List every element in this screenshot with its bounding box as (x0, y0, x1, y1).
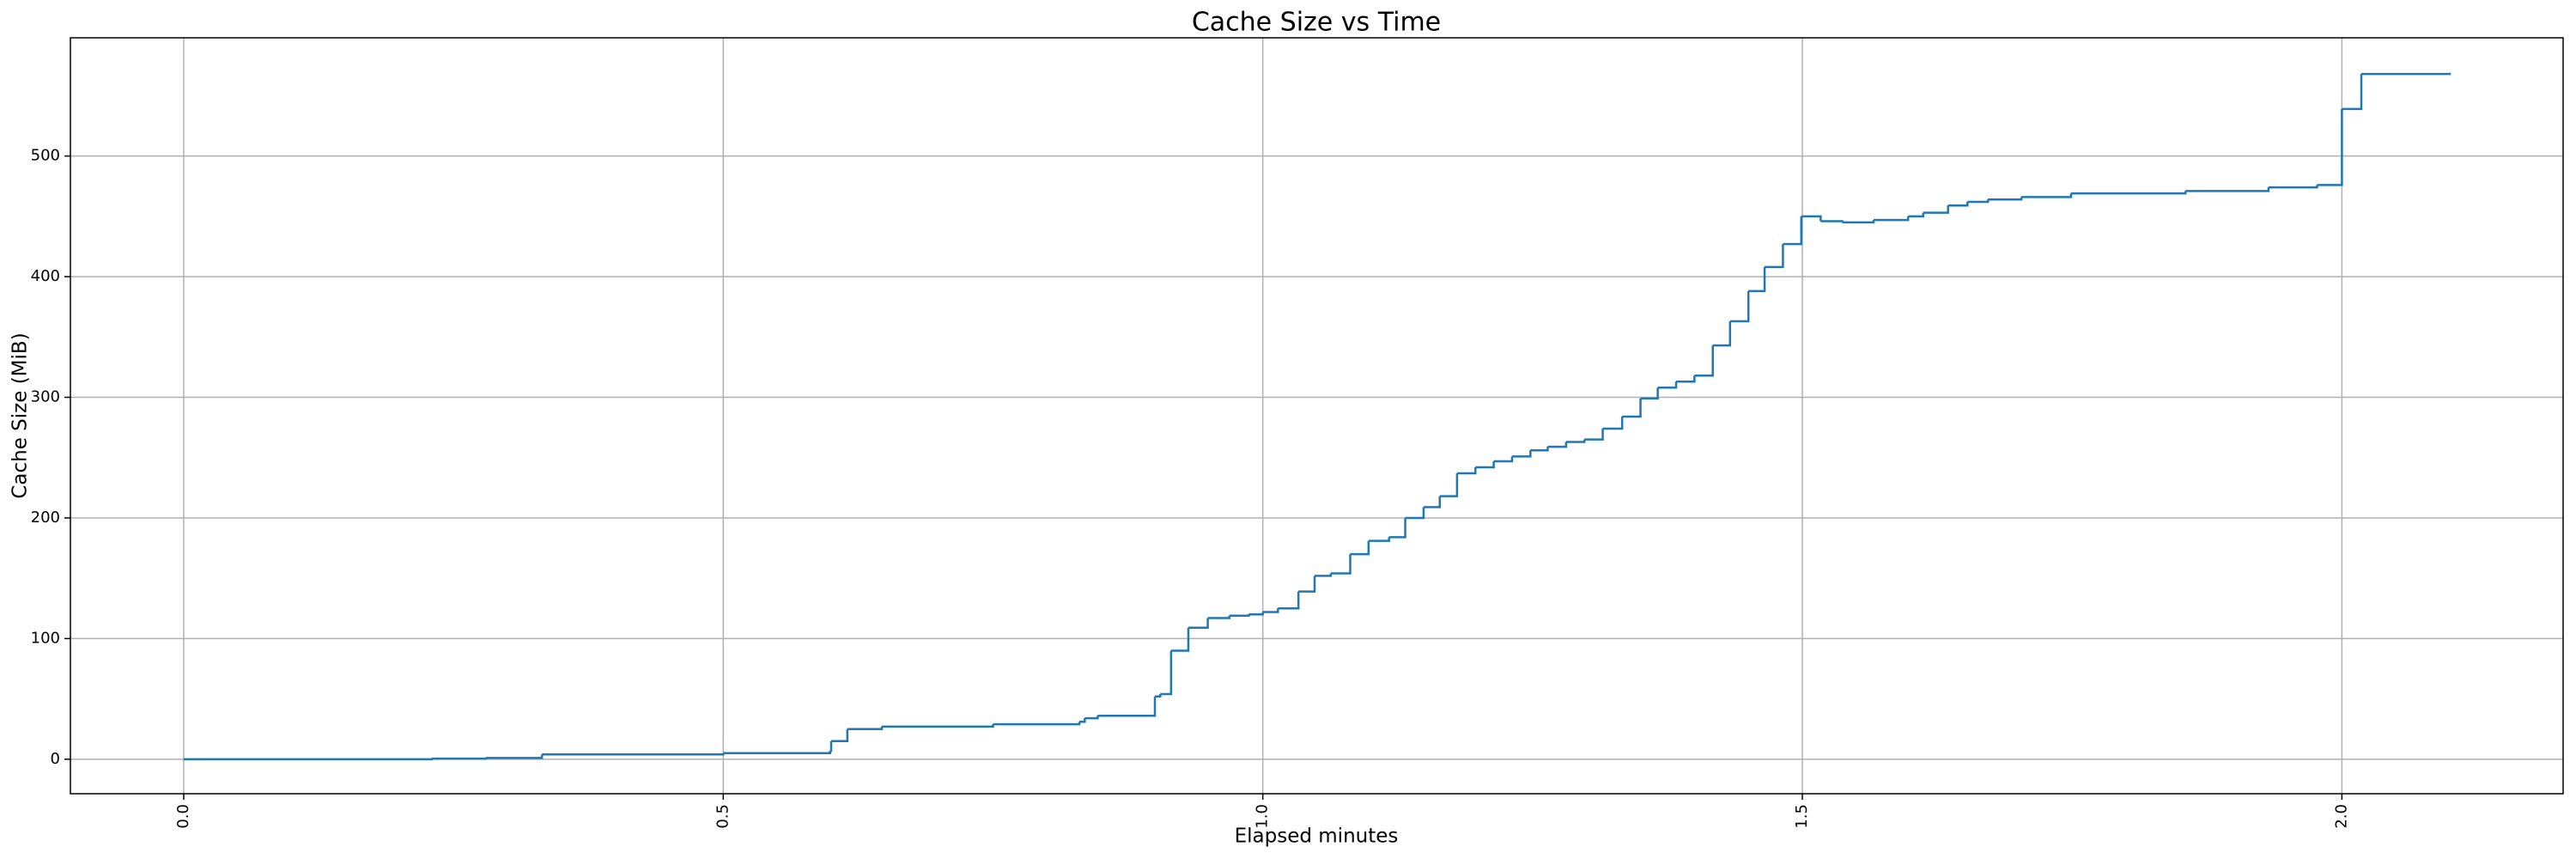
line-step (1622, 398, 1642, 418)
chart-title: Cache Size vs Time (1192, 8, 1441, 38)
line-step (1602, 416, 1624, 430)
y-tick-label: 500 (31, 147, 60, 165)
line-step (2342, 74, 2363, 111)
line-step (1694, 345, 1714, 377)
line-step (847, 726, 884, 730)
line-step (1657, 381, 1678, 389)
line-step (993, 722, 1081, 726)
line-step (1456, 466, 1477, 475)
line-step (1842, 220, 1875, 224)
x-tick-label: 1.0 (1254, 804, 1272, 829)
line-step (1405, 507, 1425, 520)
line-step (542, 752, 725, 756)
line-step (1154, 693, 1162, 698)
line-step (1475, 460, 1495, 469)
line-step (485, 754, 544, 759)
y-tick-label: 100 (31, 629, 60, 647)
line-step (1908, 212, 1925, 218)
line-step (1988, 197, 2023, 201)
line-step (1765, 244, 1784, 269)
line-step (1388, 517, 1406, 539)
line-step (1493, 456, 1514, 463)
line-step (1368, 537, 1390, 542)
line-step (1640, 387, 1659, 400)
line-step (1188, 618, 1209, 630)
line-step (1160, 650, 1173, 696)
line-step (1748, 266, 1766, 293)
line-step (1565, 439, 1586, 443)
line-step (1967, 199, 1990, 204)
line-step (1170, 627, 1190, 652)
line-step (1947, 201, 1969, 207)
line-step (1783, 216, 1803, 246)
line-step (1350, 540, 1370, 556)
y-tick-label: 300 (31, 388, 60, 406)
y-tick-label: 0 (51, 750, 60, 768)
y-tick-label: 400 (31, 267, 60, 285)
line-step (1820, 220, 1844, 222)
line-step (2268, 185, 2318, 189)
line-step (1712, 321, 1732, 347)
line-step (1729, 290, 1750, 323)
line-step (723, 751, 831, 755)
line-step (2021, 193, 2073, 198)
x-tick-label: 0.0 (174, 804, 192, 829)
plot-frame (70, 37, 2564, 795)
line-step (1530, 447, 1549, 452)
line-step (2361, 72, 2451, 76)
line-step (1675, 375, 1696, 383)
line-step (1511, 450, 1532, 458)
line-step (1923, 205, 1949, 214)
line-step (1262, 608, 1279, 613)
line-step (1079, 718, 1086, 723)
line-step (882, 724, 994, 728)
x-axis-label: Elapsed minutes (1235, 825, 1399, 848)
line-step (1278, 591, 1300, 610)
y-axis-label: Cache Size (MiB) (9, 332, 32, 498)
line-step (1439, 472, 1459, 497)
x-tick-label: 1.5 (1793, 804, 1811, 829)
line-step (830, 728, 849, 743)
line-step (1298, 576, 1316, 593)
line-step (2185, 187, 2270, 192)
x-tick-label: 0.5 (714, 804, 732, 829)
line-step (1249, 612, 1264, 616)
line-step (183, 758, 434, 761)
line-step (2070, 191, 2187, 195)
line-step (1423, 496, 1442, 509)
line-step (1330, 554, 1352, 575)
line-step (1097, 696, 1157, 717)
line-step (1207, 615, 1230, 619)
line-step (829, 740, 833, 752)
line-step (2317, 108, 2343, 186)
line-step (1314, 573, 1333, 577)
x-tick-label: 2.0 (2332, 804, 2350, 829)
line-step (1084, 716, 1099, 720)
line-step (1873, 216, 1910, 222)
y-tick-label: 200 (31, 509, 60, 527)
line-step (1584, 429, 1604, 441)
line-step (1547, 442, 1568, 448)
line-step (1229, 614, 1250, 617)
line-step (1801, 215, 1822, 222)
